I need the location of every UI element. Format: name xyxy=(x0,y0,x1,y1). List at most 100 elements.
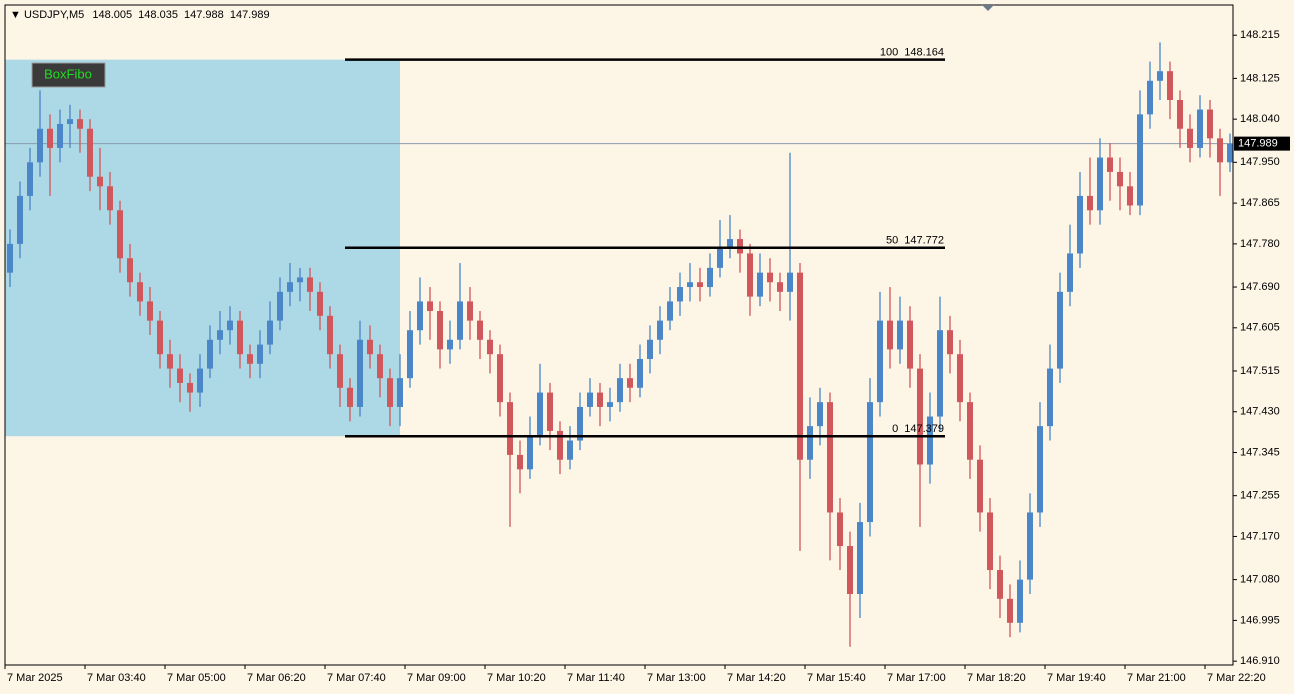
candle-body xyxy=(1097,157,1103,211)
candle-body xyxy=(657,320,663,340)
candle-body xyxy=(247,354,253,364)
candle-body xyxy=(1197,109,1203,148)
candle-body xyxy=(77,119,83,129)
candle-body xyxy=(1127,186,1133,206)
box-button[interactable] xyxy=(31,62,106,88)
candle-body xyxy=(237,320,243,355)
candle-body xyxy=(427,301,433,312)
candle-body xyxy=(357,339,363,407)
candle-body xyxy=(1217,138,1223,163)
x-tick-label: 7 Mar 10:20 xyxy=(487,672,546,684)
candle-body xyxy=(1037,426,1043,513)
high: 148.035 xyxy=(138,9,178,21)
candle-body xyxy=(377,354,383,379)
y-tick-label: 148.125 xyxy=(1240,72,1280,84)
x-tick-label: 7 Mar 11:40 xyxy=(567,672,625,684)
candle-body xyxy=(277,291,283,321)
candle-body xyxy=(557,430,563,460)
candle-body xyxy=(257,344,263,364)
candle-body xyxy=(707,267,713,288)
x-tick-label: 7 Mar 21:00 xyxy=(1127,672,1186,684)
candle-body xyxy=(637,358,643,388)
candle-body xyxy=(1187,128,1193,148)
candle-body xyxy=(1177,99,1183,129)
fibo-level: 0 xyxy=(892,423,898,435)
candle-body xyxy=(177,368,183,383)
candle-body xyxy=(617,378,623,403)
y-tick-label: 147.950 xyxy=(1240,156,1280,168)
x-tick-label: 7 Mar 2025 xyxy=(7,672,63,684)
candle-body xyxy=(997,570,1003,599)
candle-body xyxy=(147,301,153,321)
candle-body xyxy=(67,119,73,124)
y-tick-label: 147.080 xyxy=(1240,574,1280,586)
candle-body xyxy=(937,330,943,417)
candle-body xyxy=(437,311,443,350)
fibo-label: 100 148.164 xyxy=(880,47,944,59)
candle-body xyxy=(407,330,413,379)
candle-body xyxy=(487,339,493,355)
x-tick-label: 7 Mar 09:00 xyxy=(407,672,466,684)
candle-body xyxy=(597,392,603,407)
candle-body xyxy=(787,272,793,292)
candle-body xyxy=(17,195,23,244)
plot-area: 100 148.164 50 147.772 0 147.379 xyxy=(5,42,1233,647)
candle-body xyxy=(977,459,983,513)
candle-body xyxy=(107,186,113,211)
fibo-level: 50 xyxy=(886,235,898,247)
candle-body xyxy=(777,282,783,292)
y-tick-label: 147.515 xyxy=(1240,365,1280,377)
candle-body xyxy=(1017,579,1023,623)
candle-body xyxy=(507,402,513,455)
candle-body xyxy=(1137,114,1143,206)
candle-body xyxy=(217,330,223,340)
y-tick-label: 148.215 xyxy=(1240,29,1280,41)
y-tick-label: 146.910 xyxy=(1240,655,1280,667)
candle-body xyxy=(317,291,323,316)
candle-body xyxy=(537,392,543,436)
candle-body xyxy=(227,320,233,331)
candle-body xyxy=(57,123,63,148)
candle-body xyxy=(477,320,483,340)
candle-body xyxy=(887,320,893,350)
price-tag-label: 147.989 xyxy=(1238,138,1278,150)
candle-body xyxy=(577,406,583,441)
symbol: USDJPY,M5 xyxy=(24,9,84,21)
candle-body xyxy=(157,320,163,355)
y-tick-label: 147.255 xyxy=(1240,490,1280,502)
x-tick-label: 7 Mar 07:40 xyxy=(327,672,386,684)
open: 148.005 xyxy=(92,9,132,21)
candle-body xyxy=(127,258,133,283)
x-tick-label: 7 Mar 17:00 xyxy=(887,672,946,684)
candle-body xyxy=(497,354,503,403)
candle-body xyxy=(1167,71,1173,100)
candle-body xyxy=(47,128,53,148)
candle-body xyxy=(387,378,393,407)
candle-body xyxy=(687,282,693,288)
close: 147.989 xyxy=(230,9,270,21)
candle-body xyxy=(1027,512,1033,580)
candle-body xyxy=(897,320,903,350)
candle-body xyxy=(647,339,653,359)
candle-body xyxy=(727,239,733,249)
y-tick-label: 147.170 xyxy=(1240,530,1280,542)
candle-body xyxy=(1157,71,1163,81)
x-tick-label: 7 Mar 18:20 xyxy=(967,672,1026,684)
candle-body xyxy=(587,392,593,407)
header: ▼ USDJPY,M5 148.005 148.035 147.988 147.… xyxy=(10,9,270,21)
candle-body xyxy=(547,392,553,431)
candle-body xyxy=(1007,598,1013,623)
candle-body xyxy=(1107,157,1113,172)
candle-body xyxy=(667,301,673,321)
candle-body xyxy=(857,522,863,595)
candle-body xyxy=(987,512,993,571)
box-button-label[interactable]: BoxFibo xyxy=(44,66,92,81)
candle-body xyxy=(117,210,123,259)
candle-body xyxy=(327,315,333,355)
candle-body xyxy=(607,402,613,407)
candle-body xyxy=(967,402,973,460)
candle-body xyxy=(7,243,13,273)
candle-body xyxy=(1047,368,1053,427)
price-tag xyxy=(1234,136,1290,151)
